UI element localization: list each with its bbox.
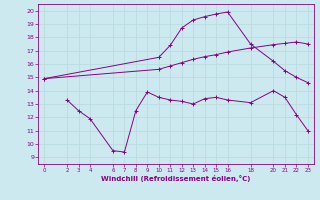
X-axis label: Windchill (Refroidissement éolien,°C): Windchill (Refroidissement éolien,°C) [101, 175, 251, 182]
